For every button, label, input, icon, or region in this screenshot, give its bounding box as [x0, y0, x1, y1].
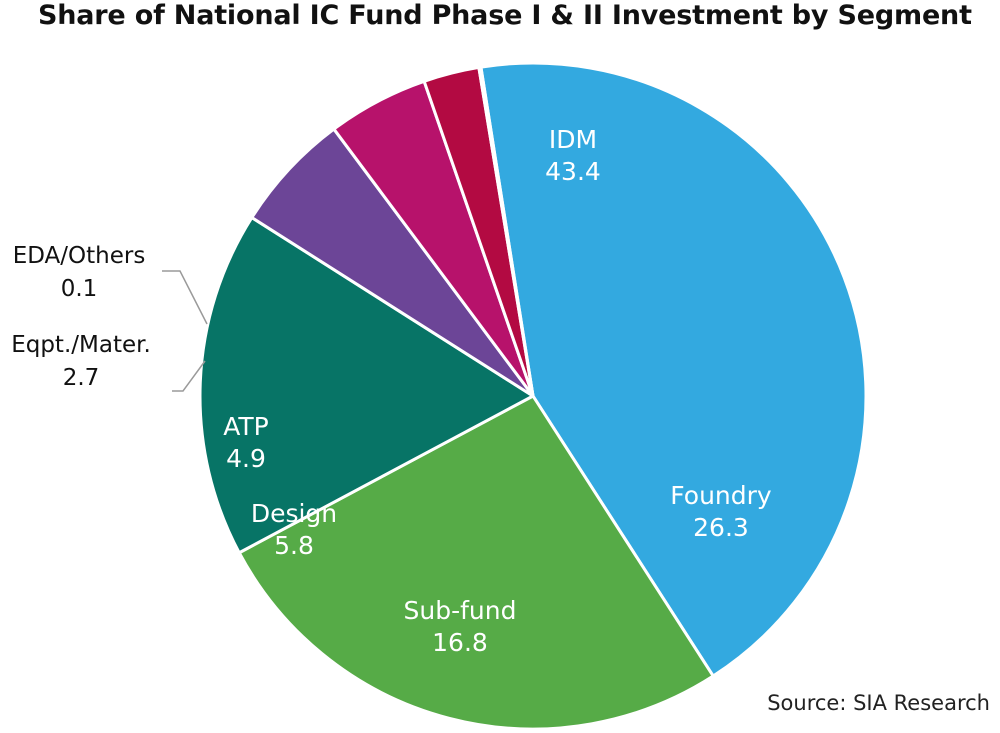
slice-label-subfund: Sub-fund	[404, 596, 517, 625]
slice-value-foundry: 26.3	[693, 513, 749, 542]
slice-label-idm: IDM	[549, 125, 597, 154]
slice-label-foundry: Foundry	[670, 481, 772, 510]
leader-line-eda	[162, 270, 208, 325]
slice-labels: IDM 43.4 Foundry 26.3 Sub-fund 16.8 Design 5.8 A…	[11, 125, 772, 657]
slice-value-eqpt: 2.7	[63, 365, 100, 391]
slice-value-atp: 4.9	[226, 444, 266, 473]
slice-eda	[477, 65, 535, 398]
slice-value-eda: 0.1	[61, 276, 98, 302]
leader-line-eqpt	[172, 360, 206, 392]
pie-slices	[198, 61, 868, 731]
slice-subfund	[198, 216, 535, 555]
leader-lines	[162, 270, 208, 392]
slice-idm	[479, 61, 868, 678]
slice-foundry	[237, 394, 715, 731]
chart-title: Share of National IC Fund Phase I & II I…	[38, 0, 972, 31]
slice-value-subfund: 16.8	[432, 628, 488, 657]
source-note: Source: SIA Research	[767, 691, 990, 715]
slice-value-design: 5.8	[274, 531, 314, 560]
slice-label-eqpt: Eqpt./Mater.	[11, 332, 151, 358]
slice-label-eda: EDA/Others	[13, 243, 146, 269]
slice-label-atp: ATP	[223, 412, 269, 441]
slice-value-idm: 43.4	[545, 157, 601, 186]
slice-label-design: Design	[251, 499, 337, 528]
